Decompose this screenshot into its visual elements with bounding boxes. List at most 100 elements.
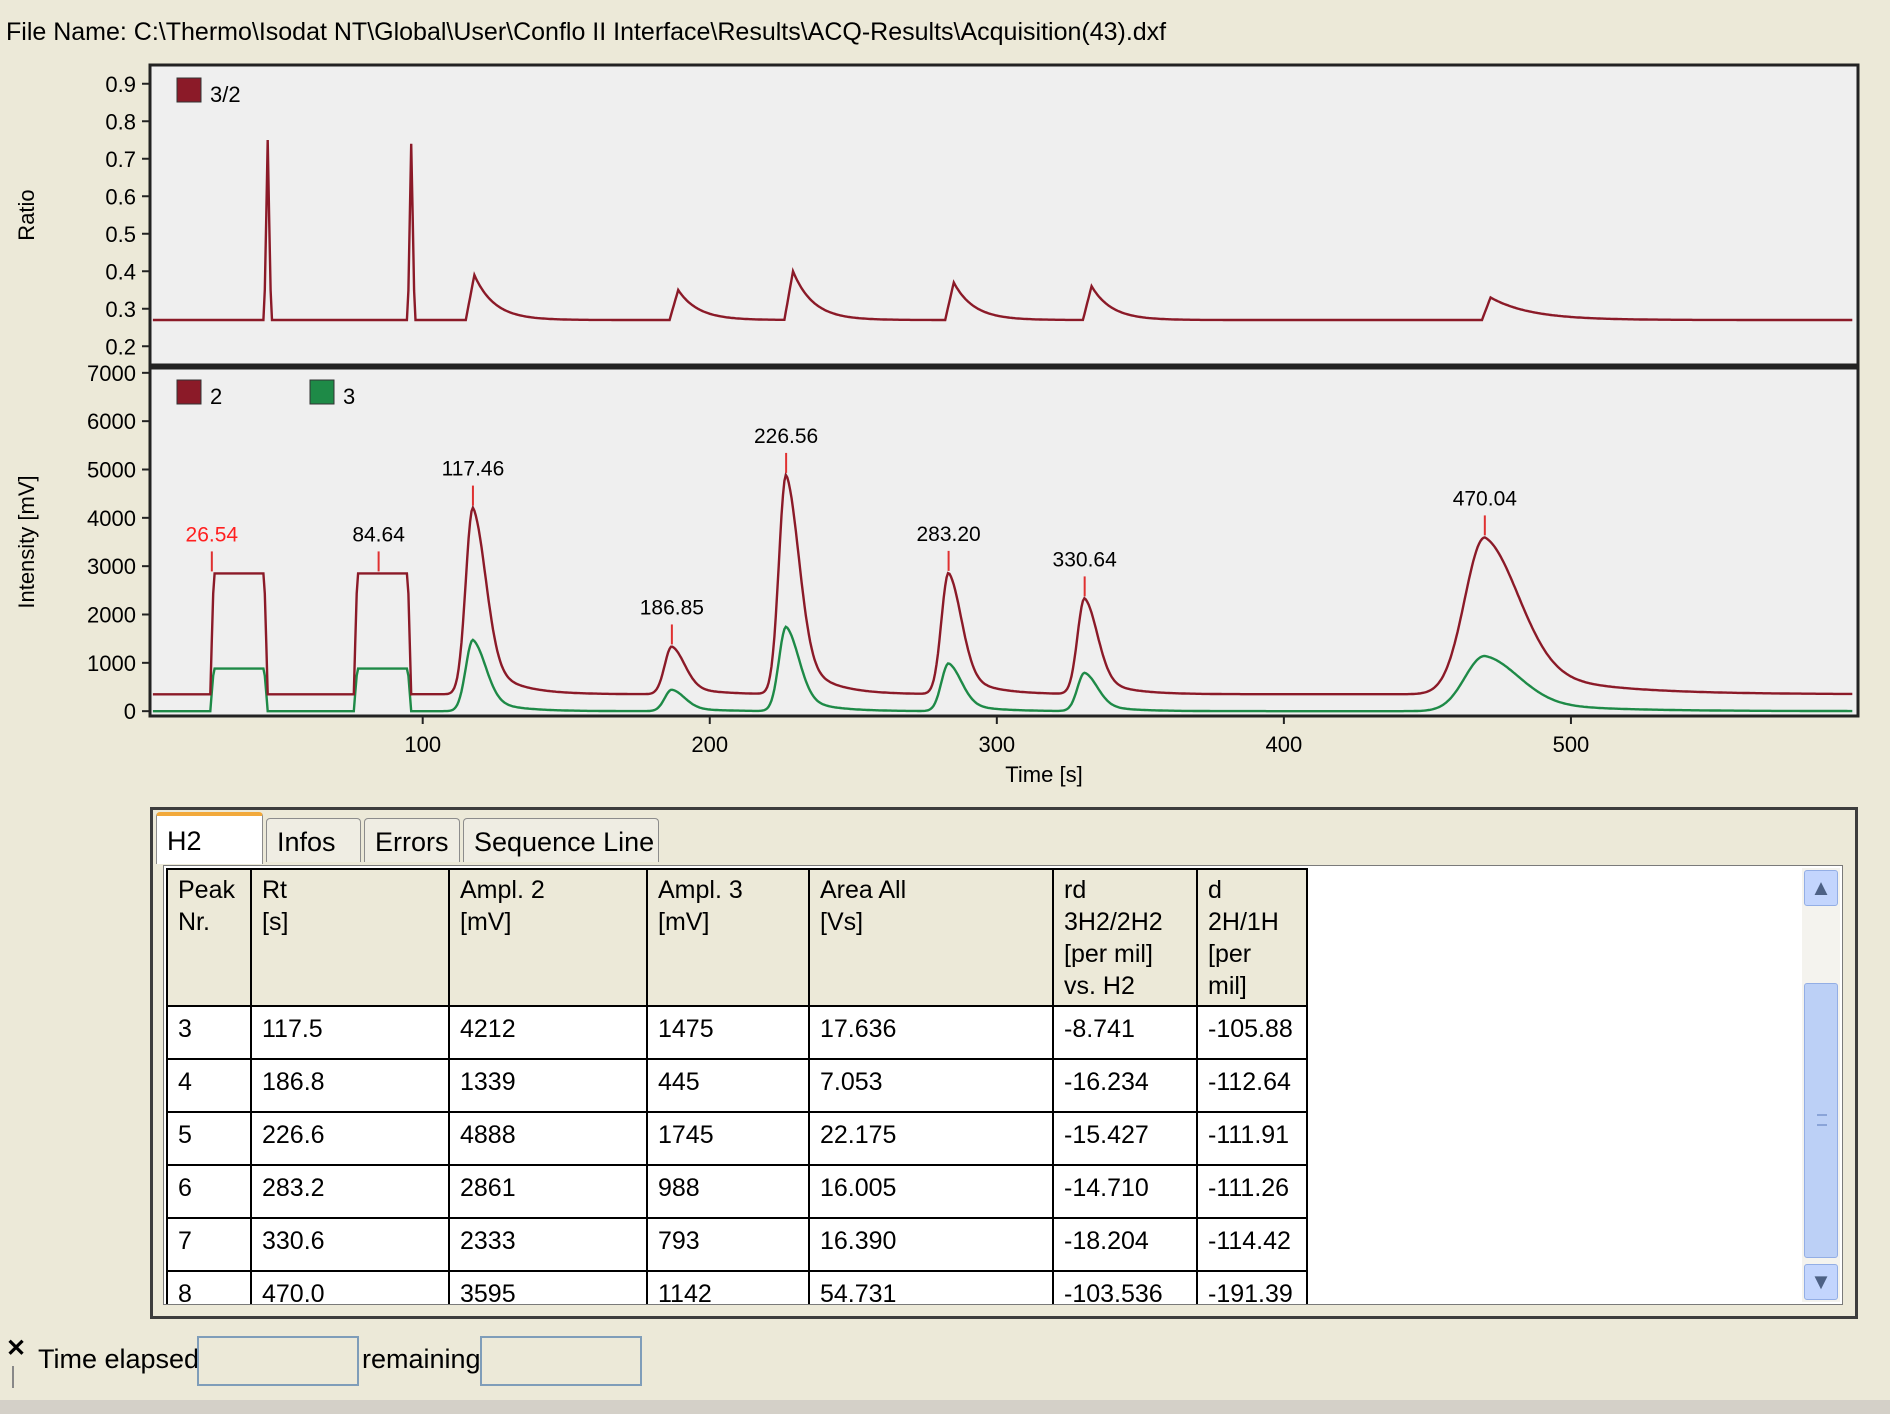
table-cell: -111.26 [1196,1164,1308,1219]
header-line: Peak [178,876,235,904]
table-cell: -112.64 [1196,1058,1308,1113]
table-row[interactable]: 6 283.2 2861 988 16.005 -14.710 -111.26 [166,1164,1308,1219]
table-cell: -15.427 [1052,1111,1198,1166]
vertical-scrollbar[interactable]: ▲ ▼ [1802,868,1840,1302]
peak-label: 226.56 [754,425,818,448]
scroll-down-icon[interactable]: ▼ [1804,1264,1838,1300]
remaining-label: remaining [362,1344,481,1374]
table-cell: 6 [166,1164,252,1219]
x-tick-label: 400 [1266,732,1303,757]
table-cell: -111.91 [1196,1111,1308,1166]
table-cell: -16.234 [1052,1058,1198,1113]
scroll-up-icon[interactable]: ▲ [1804,870,1838,906]
series-2-line [152,471,1853,696]
table-cell: 16.390 [808,1217,1054,1272]
table-cell: 2333 [448,1217,648,1272]
y-tick-label: 0.4 [105,259,136,284]
col-header-rd[interactable]: rd 3H2/2H2 [per mil] vs. H2 [1052,868,1198,1007]
col-header-area-all[interactable]: Area All [Vs] [808,868,1054,1007]
y-tick-label: 6000 [87,409,136,434]
y-tick-label: 4000 [87,506,136,531]
intensity-plot: 7000 6000 5000 4000 3000 2000 1000 0 100 200 300 40… [14,361,1860,787]
y-axis-label: Ratio [14,189,39,240]
y-tick-label: 0.8 [105,109,136,134]
table-row[interactable]: 4 186.8 1339 445 7.053 -16.234 -112.64 [166,1058,1308,1113]
header-line: [mV] [658,908,710,936]
grip-icon [1817,1114,1827,1126]
time-elapsed-label: Time elapsed [38,1344,200,1374]
y-tick-label: 0.7 [105,147,136,172]
table-cell: 7 [166,1217,252,1272]
header-line: vs. H2 [1064,972,1135,1000]
table-cell: 988 [646,1164,810,1219]
remaining-field [480,1336,642,1386]
x-tick-label: 300 [978,732,1015,757]
table-cell: 54.731 [808,1270,1054,1304]
tab-h2[interactable]: H2 [156,812,263,864]
file-name-label: File Name: C:\Thermo\Isodat NT\Global\Us… [6,18,1167,46]
results-grid: Peak Nr. Rt [s] Ampl. 2 [mV] Ampl. 3 [mV] Ar… [163,865,1843,1305]
table-cell: -14.710 [1052,1164,1198,1219]
header-line: [s] [262,908,289,936]
col-header-d[interactable]: d 2H/1H [per mil] [1196,868,1308,1007]
table-cell: 4888 [448,1111,648,1166]
table-cell: -8.741 [1052,1005,1198,1060]
y-tick-label: 0.2 [105,334,136,359]
table-cell: 470.0 [250,1270,450,1304]
header-line: d [1208,876,1222,904]
table-row[interactable]: 7 330.6 2333 793 16.390 -18.204 -114.42 [166,1217,1308,1272]
time-elapsed-field [197,1336,359,1386]
table-cell: 1475 [646,1005,810,1060]
header-line: 2H/1H [1208,908,1279,936]
tab-errors[interactable]: Errors [364,818,460,862]
peak-label: 84.64 [352,523,405,546]
col-header-peak-nr[interactable]: Peak Nr. [166,868,252,1007]
y-tick-label: 0.5 [105,222,136,247]
table-row[interactable]: 8 470.0 3595 1142 54.731 -103.536 -191.39 [166,1270,1308,1304]
header-line: [Vs] [820,908,864,936]
table-cell: -103.536 [1052,1270,1198,1304]
col-header-rt[interactable]: Rt [s] [250,868,450,1007]
table-row[interactable]: 3 117.5 4212 1475 17.636 -8.741 -105.88 [166,1005,1308,1060]
x-axis-label: Time [s] [1005,762,1082,787]
table-cell: 1745 [646,1111,810,1166]
table-cell: 1142 [646,1270,810,1304]
tab-infos[interactable]: Infos [266,818,361,862]
legend-swatch [176,77,202,103]
results-panel: H2 Infos Errors Sequence Line Peak Nr. Rt… [150,807,1858,1319]
table-row[interactable]: 5 226.6 4888 1745 22.175 -15.427 -111.91 [166,1111,1308,1166]
col-header-ampl3[interactable]: Ampl. 3 [mV] [646,868,810,1007]
intensity-plot-frame [148,366,1860,718]
table-cell: 330.6 [250,1217,450,1272]
header-line: [per mil] [1064,940,1153,968]
y-tick-label: 1000 [87,651,136,676]
table-cell: 8 [166,1270,252,1304]
legend-label: 3 [343,384,355,409]
table-cell: 793 [646,1217,810,1272]
table-cell: 117.5 [250,1005,450,1060]
grip-icon [12,1366,14,1388]
table-cell: -105.88 [1196,1005,1308,1060]
table-cell: 4 [166,1058,252,1113]
legend-label: 2 [210,384,222,409]
close-icon[interactable]: ✕ [6,1335,27,1362]
y-tick-label: 5000 [87,458,136,483]
scroll-thumb[interactable] [1804,983,1838,1258]
peak-label: 283.20 [916,523,980,546]
peak-label: 117.46 [442,458,505,481]
header-line: Ampl. 3 [658,876,743,904]
col-header-ampl2[interactable]: Ampl. 2 [mV] [448,868,648,1007]
status-bar: ✕ Time elapsed remaining [0,1322,650,1392]
x-tick-label: 200 [691,732,728,757]
table-cell: 22.175 [808,1111,1054,1166]
y-tick-label: 0.9 [105,72,136,97]
tab-sequence-line[interactable]: Sequence Line [463,818,659,862]
legend-label: 3/2 [210,82,241,107]
peak-label: 470.04 [1453,487,1518,510]
header-line: Rt [262,876,287,904]
bottom-edge [0,1400,1890,1414]
peak-label: 26.54 [186,523,239,546]
table-cell: 5 [166,1111,252,1166]
legend-swatch [176,379,202,405]
table-cell: 17.636 [808,1005,1054,1060]
